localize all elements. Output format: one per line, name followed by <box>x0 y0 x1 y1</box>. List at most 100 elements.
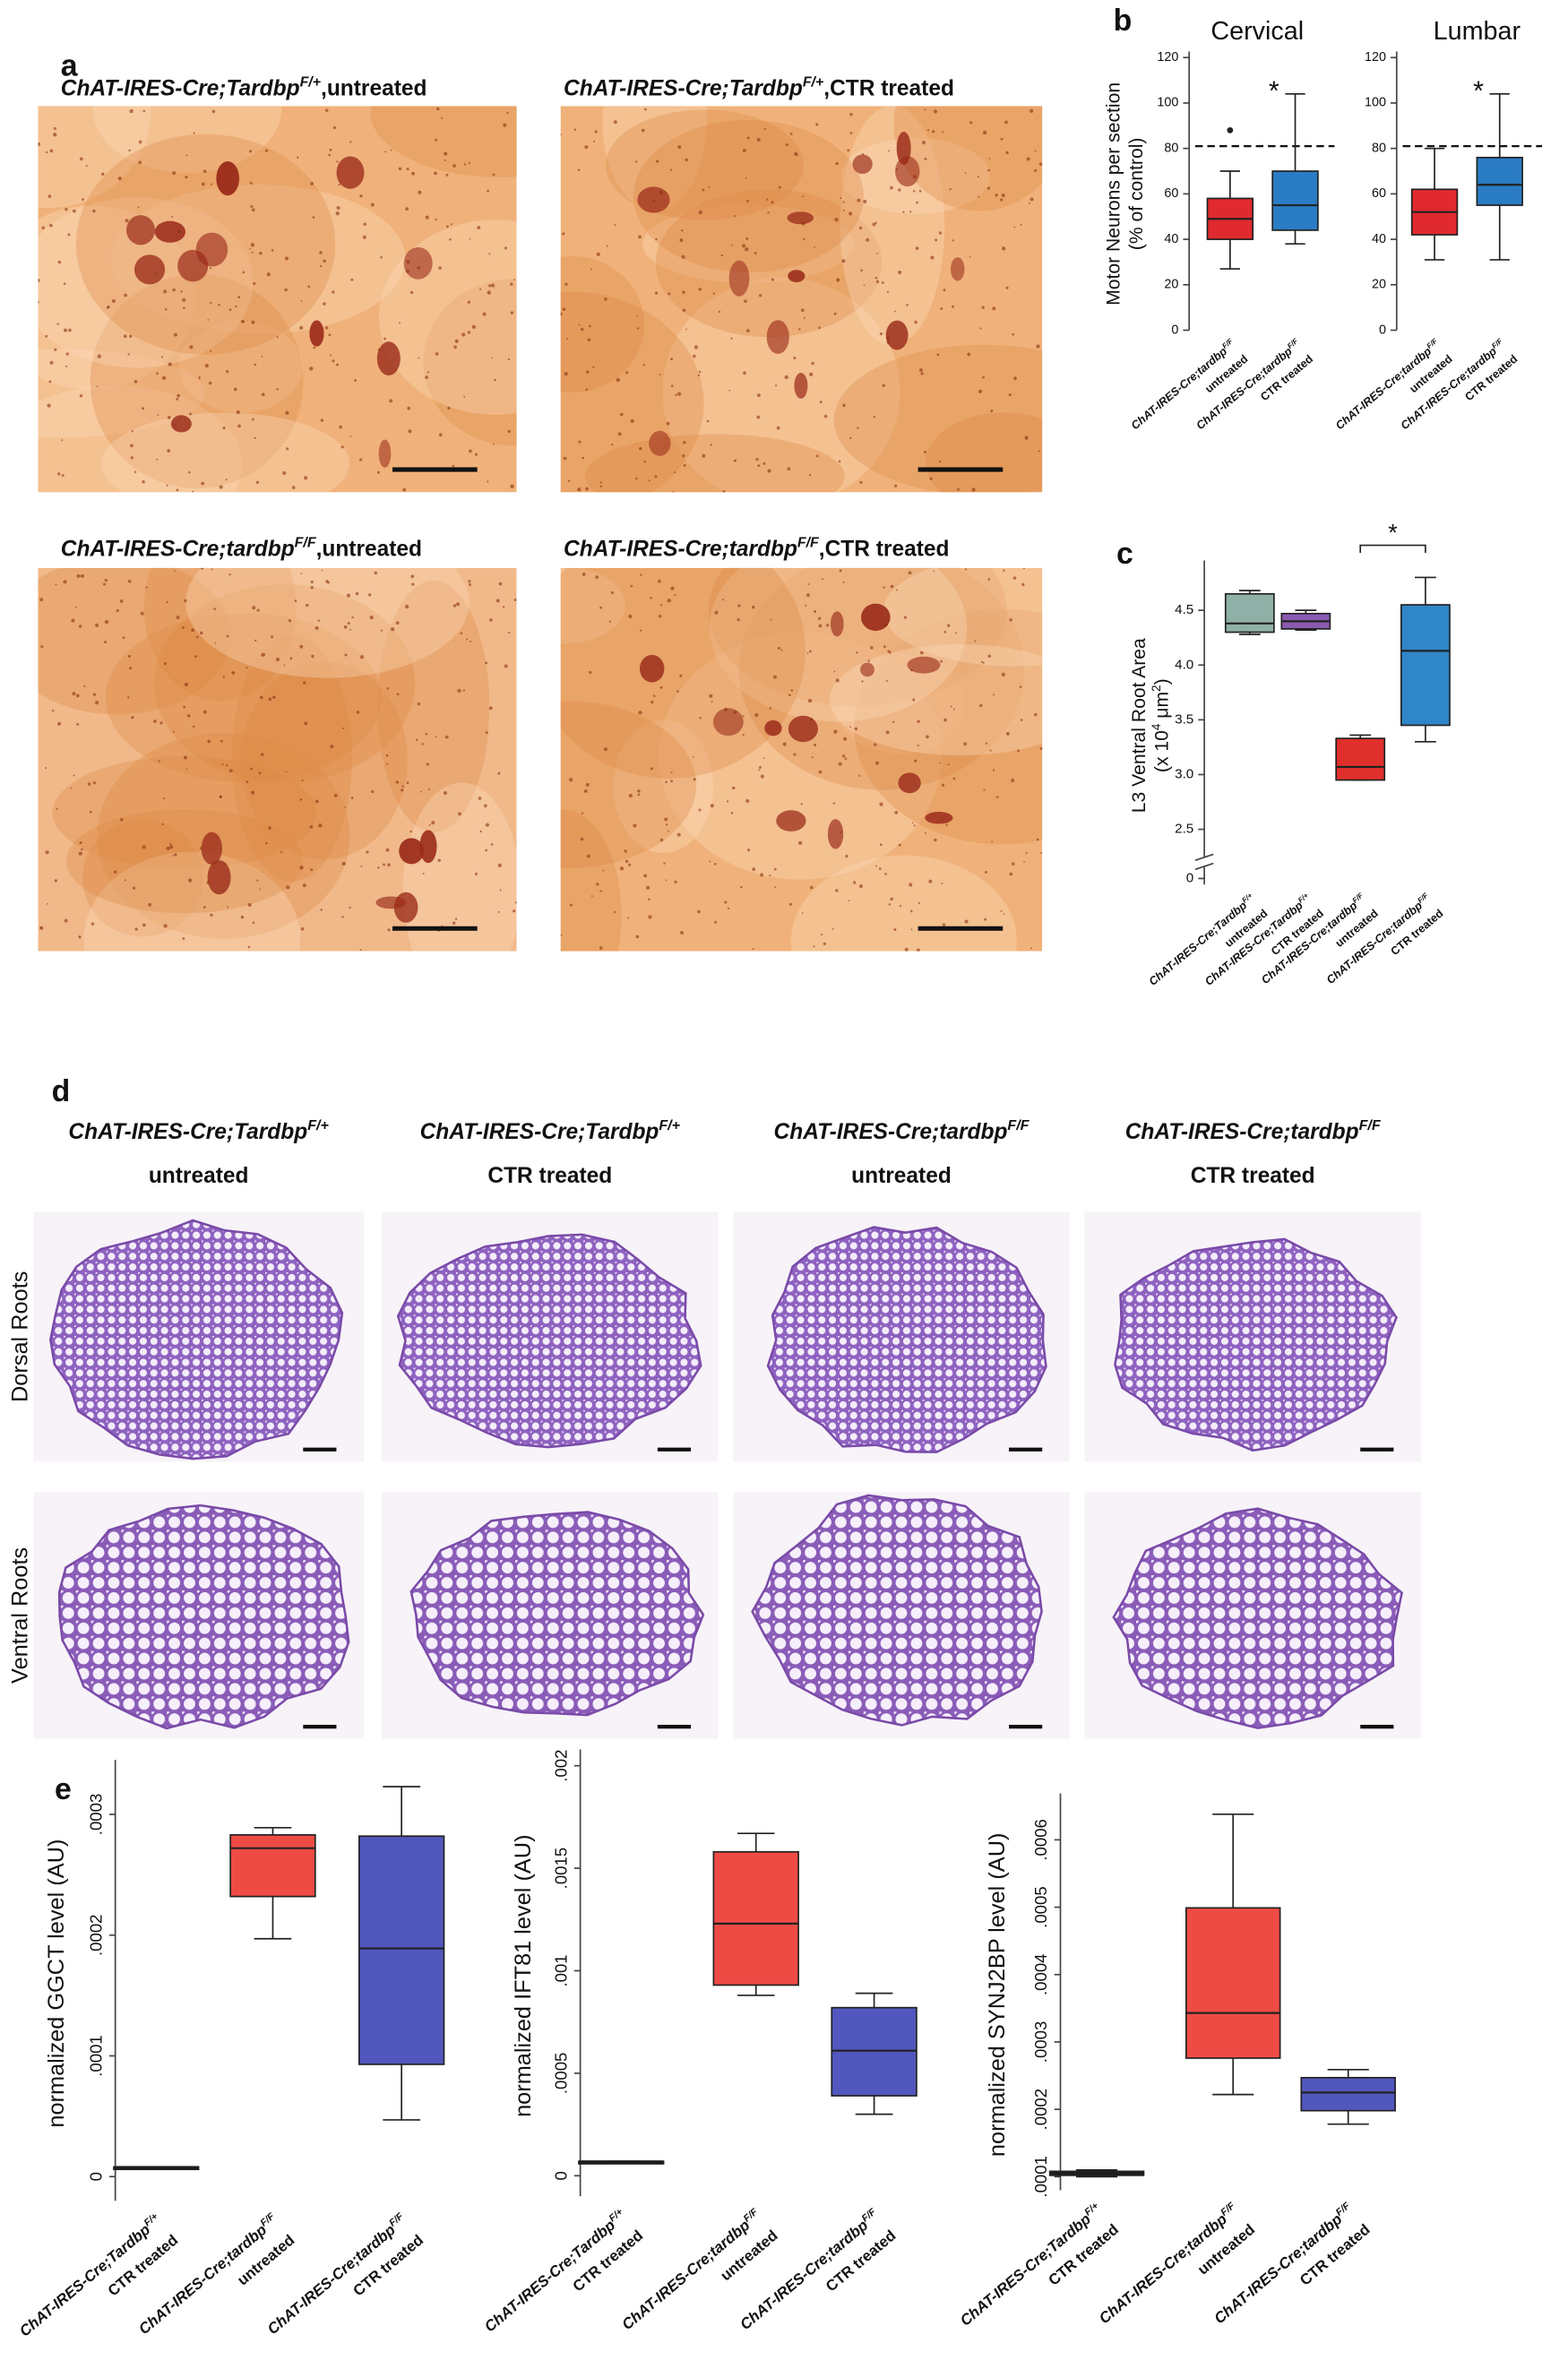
dot <box>969 255 971 258</box>
neuron <box>860 662 874 677</box>
dot <box>299 797 303 801</box>
dot <box>613 910 616 914</box>
dot <box>249 247 251 250</box>
dot <box>261 652 266 657</box>
dot <box>444 151 448 156</box>
chart-title: Lumbar <box>1434 17 1521 46</box>
y-tick-label: 40 <box>1164 232 1178 246</box>
dot <box>817 616 822 620</box>
dot <box>995 194 998 197</box>
allele: F/+ <box>803 75 823 90</box>
dot <box>363 222 366 226</box>
dot <box>64 918 68 923</box>
dot <box>226 370 229 374</box>
neuron <box>794 373 808 399</box>
dot <box>938 231 943 235</box>
dot <box>1019 685 1022 689</box>
dot <box>919 651 924 655</box>
dot <box>465 638 468 641</box>
neuron <box>787 211 814 225</box>
neuron <box>201 831 222 865</box>
dot <box>930 255 935 260</box>
dot <box>163 289 168 294</box>
dot <box>619 866 625 871</box>
root-section <box>733 1211 1070 1462</box>
dot <box>228 573 231 576</box>
dot <box>271 635 274 639</box>
dot <box>938 460 942 463</box>
dot <box>818 326 822 330</box>
dot <box>313 346 316 349</box>
dot <box>670 384 674 388</box>
dot <box>383 863 385 866</box>
dot <box>320 909 323 911</box>
dot <box>659 685 663 689</box>
dot <box>318 823 323 828</box>
dot <box>833 670 836 673</box>
dot <box>49 360 54 365</box>
dot <box>616 377 621 383</box>
dot <box>490 843 494 846</box>
dot <box>698 288 702 291</box>
dot <box>120 818 124 822</box>
dot <box>349 906 351 909</box>
dot <box>186 714 191 718</box>
dot <box>193 132 195 134</box>
dot <box>889 651 892 654</box>
dot <box>893 310 896 313</box>
dot <box>407 406 411 410</box>
dot <box>240 320 245 323</box>
dot <box>594 130 598 134</box>
dot <box>886 290 890 294</box>
y-tick-label: 0 <box>1186 870 1193 885</box>
y-tick-label: 3.0 <box>1175 766 1193 781</box>
dot <box>181 625 185 629</box>
dot <box>947 763 950 766</box>
dot <box>497 910 500 913</box>
dot <box>992 769 995 771</box>
dot <box>589 670 592 675</box>
dot <box>983 130 987 135</box>
neuron <box>170 415 192 433</box>
box <box>358 1835 445 2065</box>
dot <box>599 485 603 488</box>
root-section <box>1084 1492 1421 1739</box>
y-tick-label: .0002 <box>1031 2089 1050 2131</box>
dot <box>122 636 125 640</box>
dot <box>454 918 458 920</box>
dot <box>307 285 310 289</box>
neuron <box>776 810 806 831</box>
dot <box>129 334 133 338</box>
dot <box>111 298 116 304</box>
dot <box>259 251 263 255</box>
dot <box>180 290 183 293</box>
dot <box>49 223 53 228</box>
dot <box>256 879 259 882</box>
dot <box>78 935 82 939</box>
dot <box>979 703 983 708</box>
dot <box>79 157 83 161</box>
dot <box>777 646 781 651</box>
dot <box>664 817 668 822</box>
dot <box>183 306 185 310</box>
y-tick-label: 0 <box>86 2172 105 2181</box>
tissue-shade <box>790 855 1017 952</box>
dot <box>56 323 59 325</box>
dot <box>987 578 991 581</box>
y-label-text: Motor Neurons per section <box>1103 82 1124 306</box>
dot <box>951 305 955 308</box>
dot <box>714 610 719 615</box>
dot <box>811 361 814 366</box>
dot <box>225 764 228 767</box>
dot <box>268 826 271 830</box>
dot <box>336 363 340 366</box>
dot <box>64 328 68 332</box>
dot <box>374 571 378 575</box>
dot <box>874 221 877 224</box>
y-tick-label: 40 <box>1372 232 1386 246</box>
dot <box>772 675 777 679</box>
dot <box>482 312 487 316</box>
dot <box>513 909 516 913</box>
dot <box>814 609 817 613</box>
dot <box>284 256 289 261</box>
